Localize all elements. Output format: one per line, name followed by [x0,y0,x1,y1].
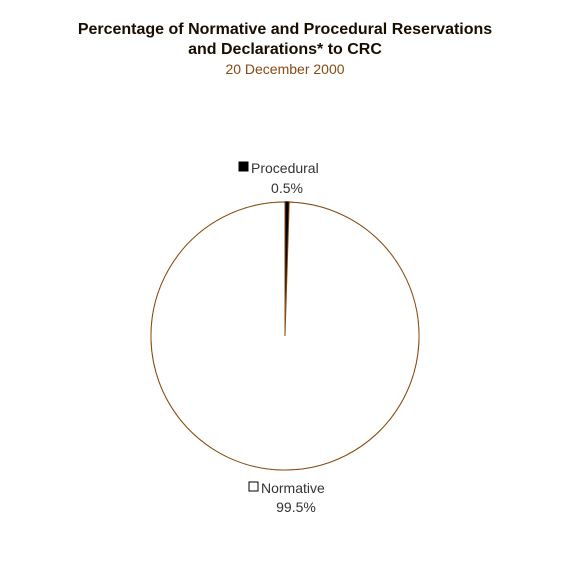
legend-swatch-procedural [238,161,249,172]
chart-title-line-1: Percentage of Normative and Procedural R… [77,21,493,38]
legend-swatch-normative [248,481,259,492]
slice-label-normative: Normative [261,480,325,496]
slice-value-normative: 99.5% [276,499,316,515]
chart-title-line-2: and Declarations* to CRC [188,41,382,58]
pie-slice-normative [150,201,420,471]
slice-label-procedural: Procedural [251,160,319,176]
slice-value-procedural: 0.5% [271,180,303,196]
chart-subtitle: 20 December 2000 [225,61,345,77]
chart-title-block: Percentage of Normative and Procedural R… [0,20,570,78]
